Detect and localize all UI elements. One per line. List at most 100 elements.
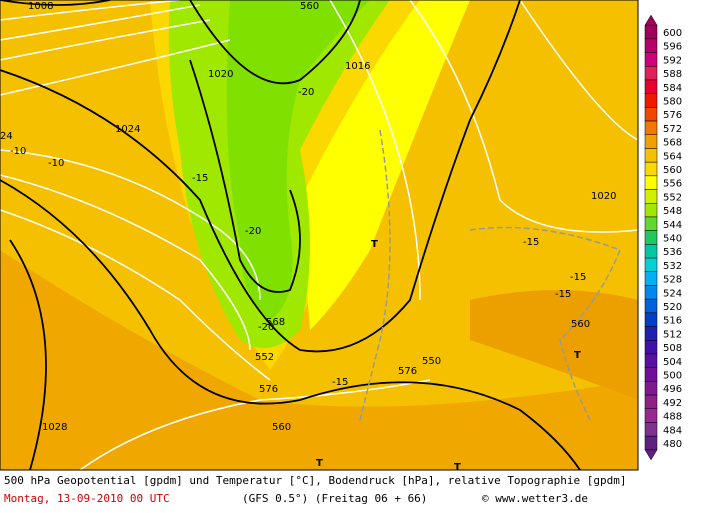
colorbar-label: 524 [663,288,682,299]
map [0,0,639,471]
contour-label: 560 [300,1,319,12]
colorbar-cap-bottom [644,449,658,461]
colorbar-swatch [644,38,658,53]
contour-label: 1020 [591,191,616,202]
contour-label: -15 [192,173,208,184]
colorbar-label: 532 [663,261,682,272]
colorbar-swatch [644,175,658,190]
colorbar-swatch [644,381,658,396]
colorbar-label: 592 [663,55,682,66]
contour-label: -15 [555,289,571,300]
contour-label: -15 [523,237,539,248]
isobars [0,0,581,471]
field-556 [300,0,470,330]
map-labels: 1008 560 1020 1016 -20 1024 24 -10 -10 -15 -20 1020… [0,1,616,473]
colorbar-label: 548 [663,206,682,217]
contour-label: -20 [298,87,314,98]
colorbar-swatch [644,120,658,136]
colorbar-label: 568 [663,138,682,149]
colorbar-swatch [644,271,658,286]
colorbar-label: 600 [663,28,682,39]
contour-label: 576 [259,384,278,395]
contour-label: -15 [332,377,348,388]
contour-label: 1020 [208,69,233,80]
colorbar-label: 564 [663,151,682,162]
contour-label: -20 [258,322,274,333]
colorbar-swatch [644,79,658,94]
colorbar-swatch [644,66,658,81]
footer-title: 500 hPa Geopotential [gpdm] und Temperat… [4,474,627,487]
colorbar-swatch [644,353,658,368]
colorbar-swatch [644,189,658,204]
contour-label: 568 [266,317,285,328]
high-low-marker: T [454,462,461,473]
colorbar-label: 588 [663,69,682,80]
colorbar-label: 552 [663,192,682,203]
footer-source: © www.wetter3.de [482,492,588,505]
colorbar-swatch [644,367,658,382]
colorbar-label: 584 [663,83,682,94]
footer-model: (GFS 0.5°) (Freitag 06 + 66) [242,492,427,505]
colorbar-cap-top [644,14,658,26]
colorbar-swatch [644,298,658,314]
temperature-dashed [359,129,621,421]
map-frame [0,0,639,471]
colorbar-swatch [644,326,658,341]
colorbar-label: 556 [663,179,682,190]
isotherms [0,0,639,381]
colorbar-label: 508 [663,343,682,354]
colorbar-swatch [644,257,658,272]
contour-label: 552 [255,352,274,363]
contour-label: 1024 [115,124,140,135]
colorbar-label: 504 [663,357,682,368]
colorbar-swatch [644,422,658,437]
colorbar-swatch [644,435,658,451]
contour-label: 1008 [28,1,53,12]
colorbar-label: 596 [663,42,682,53]
colorbar-swatch [644,216,658,231]
field-568 [0,250,638,470]
colorbar-swatch [644,312,658,327]
contour-label: 550 [422,356,441,367]
colorbar-swatch [644,244,658,259]
contour-label: 576 [398,366,417,377]
contour-label: -10 [48,158,64,169]
contour-label: 1028 [42,422,67,433]
colorbar-swatch [644,203,658,218]
contour-label: -20 [245,226,261,237]
colorbar-swatch [644,24,658,40]
contour-label: 1016 [345,61,370,72]
contour-label: 560 [571,319,590,330]
colorbar-label: 520 [663,302,682,313]
colorbar-swatch [644,285,658,300]
colorbar-swatch [644,161,658,177]
contour-label: 24 [0,131,13,142]
colorbar-label: 516 [663,316,682,327]
high-low-marker: T [574,350,581,361]
colorbar-swatch [644,134,658,149]
colorbar-label: 528 [663,275,682,286]
colorbar-swatch [644,340,658,355]
colorbar-label: 496 [663,384,682,395]
colorbar-swatch [644,148,658,163]
colorbar-swatch [644,52,658,67]
colorbar-label: 572 [663,124,682,135]
footer-date: Montag, 13-09-2010 00 UTC [4,492,170,505]
high-low-marker: T [371,239,378,250]
colorbar-swatch [644,394,658,409]
colorbar-swatch [644,408,658,423]
colorbar-label: 488 [663,412,682,423]
field-544 [226,0,370,320]
colorbar-label: 536 [663,247,682,258]
contour-label: -15 [570,272,586,283]
contour-label: 560 [272,422,291,433]
colorbar-label: 512 [663,329,682,340]
colorbar-label: 576 [663,110,682,121]
colorbar-label: 560 [663,165,682,176]
colorbar: 600 596 592 588 584 580 576 572 568 564 560 556 552 5… [644,14,682,461]
colorbar-label: 500 [663,371,682,382]
colorbar-label: 484 [663,425,682,436]
colorbar-label: 544 [663,220,682,231]
